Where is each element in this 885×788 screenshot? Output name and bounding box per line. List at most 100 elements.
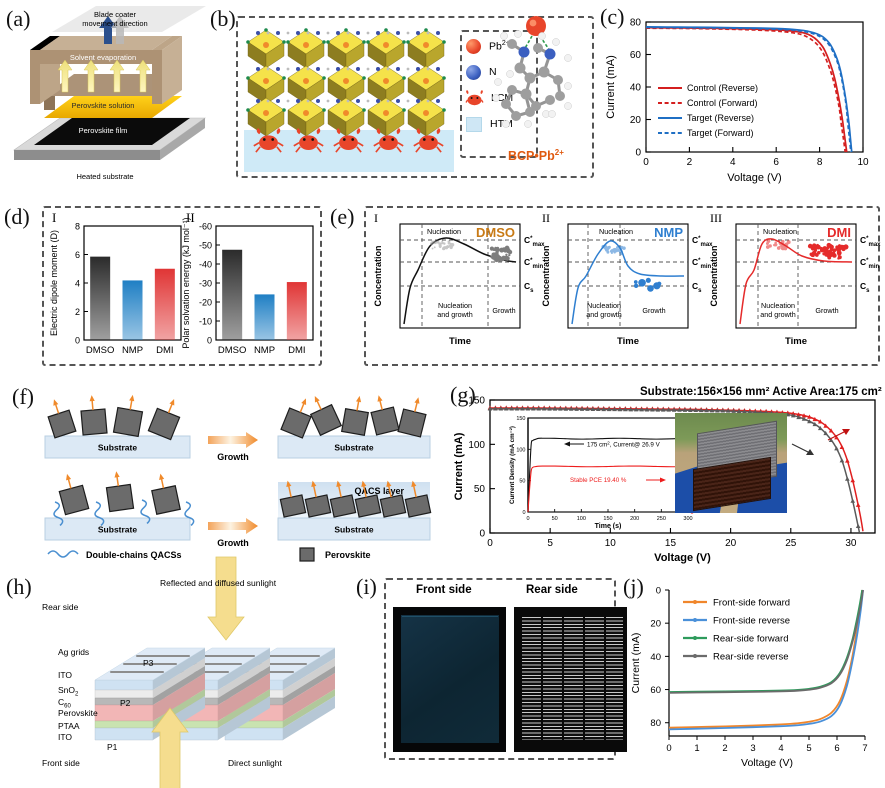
inset-y-tick-left: 0: [522, 510, 525, 516]
inset-y-tick-left: 50: [519, 479, 525, 485]
x-tick-label: 0: [643, 157, 649, 168]
y-tick-label: 8: [75, 221, 80, 231]
x-tick-label: 30: [845, 538, 857, 549]
x-tick-label: 4: [778, 743, 783, 754]
bar: [287, 282, 307, 340]
y-tick-label: 0: [656, 585, 661, 596]
growth-annotation: Growth: [815, 306, 838, 315]
perovskite-film-text: Perovskite film: [48, 126, 158, 135]
x-tick-label: 4: [730, 157, 736, 168]
nucleation-growth-annotation-2: and growth: [437, 310, 473, 319]
y-tick-label: -50: [199, 240, 212, 250]
y-axis-label: Polar solvation energy (kJ mol⁻¹): [181, 217, 191, 348]
perovskite-crystal: [304, 391, 341, 435]
perovskite-crystal: [149, 471, 181, 514]
blue-sphere-icon: [466, 65, 481, 80]
x-tick-label: 15: [665, 538, 677, 549]
solvent-name: NMP: [654, 225, 683, 240]
x-tick-label: 2: [722, 743, 727, 754]
x-tick-label: 6: [773, 157, 779, 168]
nucleation-growth-annotation-2: and growth: [586, 310, 622, 319]
rear-side-text: Rear side: [42, 602, 78, 612]
perovskite-crystal: [148, 394, 185, 439]
solvent-name: DMSO: [476, 225, 515, 240]
bcp-molecule-model: [480, 14, 590, 154]
x-axis-label: Time: [449, 336, 471, 347]
nucleation-growth-annotation-2: and growth: [760, 310, 796, 319]
blade-movement-text: movement direction: [55, 19, 175, 28]
perovskite-crystal: [80, 394, 107, 435]
legend-label: Control (Reverse): [687, 83, 758, 93]
perovskite-label: Perovskite: [325, 550, 371, 560]
direct-sunlight-text: Direct sunlight: [228, 758, 282, 768]
legend-label: Target (Reverse): [687, 113, 754, 123]
inset-frame: [528, 418, 688, 512]
module-photo: [675, 413, 787, 513]
rear-side-photo: [514, 607, 627, 752]
lamer-curve-dmi: NucleationNucleationand growth GrowthDMIT…: [706, 210, 874, 362]
legend-label: Front-side reverse: [713, 615, 790, 626]
inset-x-tick: 250: [657, 516, 666, 522]
jv-curve-chart-c: 0 2 4 6 8 10020406080Voltage (V)Current (mA) C…: [598, 0, 885, 195]
legend-label: Rear-side forward: [713, 633, 789, 644]
category-label: DMSO: [218, 345, 247, 356]
x-axis-label: Voltage (V): [654, 552, 711, 564]
y-tick-label: -40: [199, 259, 212, 269]
scribe-p1-text: P1: [107, 742, 117, 752]
y-tick-label: 60: [650, 685, 661, 696]
perovskite-lattice-diagram: [244, 24, 454, 172]
scribe-p3-text: P3: [143, 658, 153, 668]
solvent-evaporation-text: Solvent evaporation: [48, 53, 158, 62]
panel-c-label: (c): [600, 4, 624, 30]
heated-substrate-text: Heated substrate: [50, 172, 160, 181]
y-tick-label: 100: [468, 440, 485, 451]
nucleation-annotation: Nucleation: [427, 227, 461, 236]
panel-g: (g) 0 5 10 15 20 25 30 0 50 100 150 Voltage (V) Curr…: [450, 378, 885, 566]
qacs-growth-schematic: Substrate Growth Substrate Substrate Growth D…: [0, 378, 450, 566]
x-tick-label: 8: [817, 157, 823, 168]
panel-j: (j) 0 1 2 3 4 5 6 7 0 20 40 60 80 Voltage (V) Current …: [621, 566, 885, 788]
x-axis-label: Voltage (V): [741, 757, 793, 769]
solvent-name: DMI: [827, 225, 851, 240]
x-tick-label: 3: [750, 743, 755, 754]
panel-c: (c) 0 2 4 6 8 10 0 20 40 60 80 Voltage (V) Current (…: [598, 0, 885, 195]
x-tick-label: 6: [834, 743, 839, 754]
panel-j-label: (j): [623, 574, 644, 600]
inset-x-tick: 200: [630, 516, 639, 522]
y-tick-label: 60: [630, 50, 642, 61]
x-tick-label: 0: [487, 538, 493, 549]
category-label: NMP: [254, 345, 275, 356]
growth-arrow: [208, 432, 258, 448]
panel-e-label: (e): [330, 204, 354, 230]
legend-label: Front-side forward: [713, 597, 790, 608]
y-axis-label: Concentration: [373, 245, 383, 306]
category-label: DMI: [288, 345, 305, 356]
nucleation-annotation: Nucleation: [599, 227, 633, 236]
double-chains-label: Double-chains QACSs: [86, 550, 182, 560]
x-tick-label: 10: [857, 157, 869, 168]
rear-side-caption: Rear side: [526, 584, 578, 596]
y-axis-label: Electric dipole moment (D): [49, 230, 59, 336]
y-tick-label: 80: [630, 18, 642, 29]
y-tick-label: -30: [199, 278, 212, 288]
ag-grids-text: Ag grids: [58, 647, 89, 657]
module-jv-chart: 0 5 10 15 20 25 30050100150Voltage (V)Current …: [450, 378, 885, 566]
y-tick-label: 20: [630, 115, 642, 126]
x-tick-label: 20: [725, 538, 737, 549]
level-label-cs: Cs: [692, 281, 702, 294]
y-tick-label: 80: [650, 718, 661, 729]
y-axis-label: Concentration: [541, 245, 551, 306]
inset-y-label-left: Current Density (mA cm⁻²): [509, 426, 516, 504]
substrate-label: Substrate: [334, 525, 373, 535]
perovskite-crystal: [342, 394, 371, 435]
blade-coater-schematic: [0, 0, 210, 195]
inset-x-tick: 0: [526, 516, 529, 522]
panel-d: (d) I II 0 2 4 6 8 DMSO NMP DMI Electric dipole …: [0, 196, 330, 376]
y-tick-label: -60: [199, 221, 212, 231]
perovskite-crystal: [55, 471, 88, 515]
qacs-chain-icon: [48, 551, 78, 557]
level-label-cs: Cs: [860, 281, 870, 294]
blade-coater-text: Blade coater: [60, 10, 170, 19]
y-tick-label: 0: [635, 148, 641, 159]
category-label: NMP: [122, 345, 143, 356]
